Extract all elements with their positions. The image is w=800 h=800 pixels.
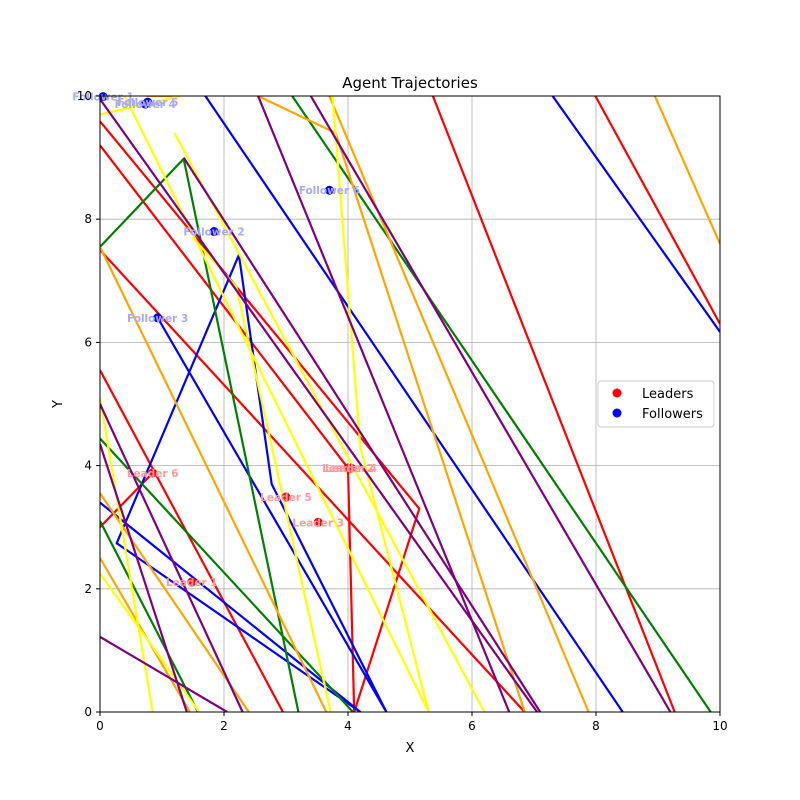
chart-title: Agent Trajectories — [342, 74, 478, 92]
leader-6-label: Leader 6 — [127, 468, 179, 480]
legend-marker-leaders — [612, 388, 622, 398]
follower-5-label: Follower 5 — [117, 97, 178, 109]
trajectory-line-19 — [653, 96, 720, 245]
trajectory-line-33 — [100, 403, 244, 712]
trajectory-line-11 — [291, 96, 712, 712]
trajectory-line-6 — [100, 472, 154, 528]
x-tick-label: 2 — [220, 719, 228, 733]
follower-4-label: Follower 4 — [115, 99, 176, 111]
trajectory-line-9 — [551, 96, 720, 333]
legend-box — [597, 380, 715, 428]
trajectory-line-13 — [100, 520, 199, 712]
x-tick-label: 0 — [96, 719, 104, 733]
trajectory-line-4 — [431, 96, 676, 712]
y-tick-label: 2 — [84, 582, 92, 596]
trajectory-line-32 — [100, 635, 228, 712]
trajectory-line-23 — [331, 96, 430, 712]
y-ticks: 0 2 4 6 8 10 — [77, 89, 100, 719]
leader-4-point — [346, 463, 356, 473]
x-tick-label: 4 — [344, 719, 352, 733]
x-ticks: 0 2 4 6 8 10 — [96, 712, 728, 733]
agent-labels: Leader 1 Leader 2 Leader 3 Leader 4 Leader 5… — [72, 92, 377, 589]
trajectory-line-12 — [100, 437, 354, 712]
trajectory-line-5 — [594, 96, 720, 325]
trajectory-line-22 — [123, 96, 430, 712]
follower-1-point — [98, 92, 108, 102]
y-tick-label: 6 — [84, 335, 92, 349]
legend-label-leaders: Leaders — [642, 387, 694, 402]
trajectory-line-26 — [100, 572, 201, 712]
legend-marker-followers — [612, 408, 622, 418]
y-tick-label: 10 — [77, 89, 92, 103]
trajectory-line-29 — [257, 96, 511, 712]
trajectory-line-30 — [309, 96, 672, 712]
leader-6-point — [148, 468, 158, 478]
trajectory-line-2 — [100, 369, 284, 712]
trajectory-line-3 — [100, 249, 526, 712]
trajectory-line-14 — [100, 246, 328, 712]
follower-5-point — [143, 97, 153, 107]
leader-3-point — [313, 517, 323, 527]
y-tick-label: 0 — [84, 705, 92, 719]
plot-frame — [99, 95, 721, 713]
trajectory-line-8 — [204, 96, 624, 712]
trajectory-line-27 — [192, 236, 332, 712]
follower-3-point — [153, 313, 163, 323]
trajectory-line-25 — [100, 397, 154, 712]
y-tick-label: 4 — [84, 459, 92, 473]
leader-1-label: Leader 1 — [166, 577, 218, 589]
trajectory-line-15 — [100, 492, 250, 712]
trajectory-line-18 — [328, 96, 590, 712]
y-tick-label: 8 — [84, 212, 92, 226]
x-tick-label: 10 — [712, 719, 727, 733]
x-tick-label: 8 — [592, 719, 600, 733]
trajectory-line-1 — [100, 120, 421, 712]
leader-1-point — [187, 577, 197, 587]
follower-3-label: Follower 3 — [127, 313, 188, 325]
trajectory-line-31 — [100, 443, 188, 712]
x-axis-label: X — [406, 741, 415, 756]
agent-points — [98, 92, 356, 587]
trajectory-line-34 — [182, 157, 542, 712]
trajectory-line-21 — [100, 96, 181, 116]
leader-3-label: Leader 3 — [292, 517, 344, 529]
legend: Leaders Followers — [597, 380, 715, 428]
follower-6-point — [324, 185, 334, 195]
x-tick-label: 6 — [468, 719, 476, 733]
follower-2-point — [209, 227, 219, 237]
trajectory-line-28 — [100, 98, 538, 712]
leader-2-label: Leader 2 — [322, 463, 374, 475]
leader-4-label: Leader 4 — [325, 463, 377, 475]
leader-5-point — [281, 492, 291, 502]
follower-1-label: Follower 1 — [72, 92, 133, 104]
y-axis-label: Y — [51, 400, 66, 409]
trajectories — [100, 96, 720, 712]
legend-label-followers: Followers — [642, 407, 703, 422]
follower-2-label: Follower 2 — [183, 227, 244, 239]
follower-6-label: Follower 6 — [299, 185, 360, 197]
leader-5-label: Leader 5 — [260, 492, 312, 504]
